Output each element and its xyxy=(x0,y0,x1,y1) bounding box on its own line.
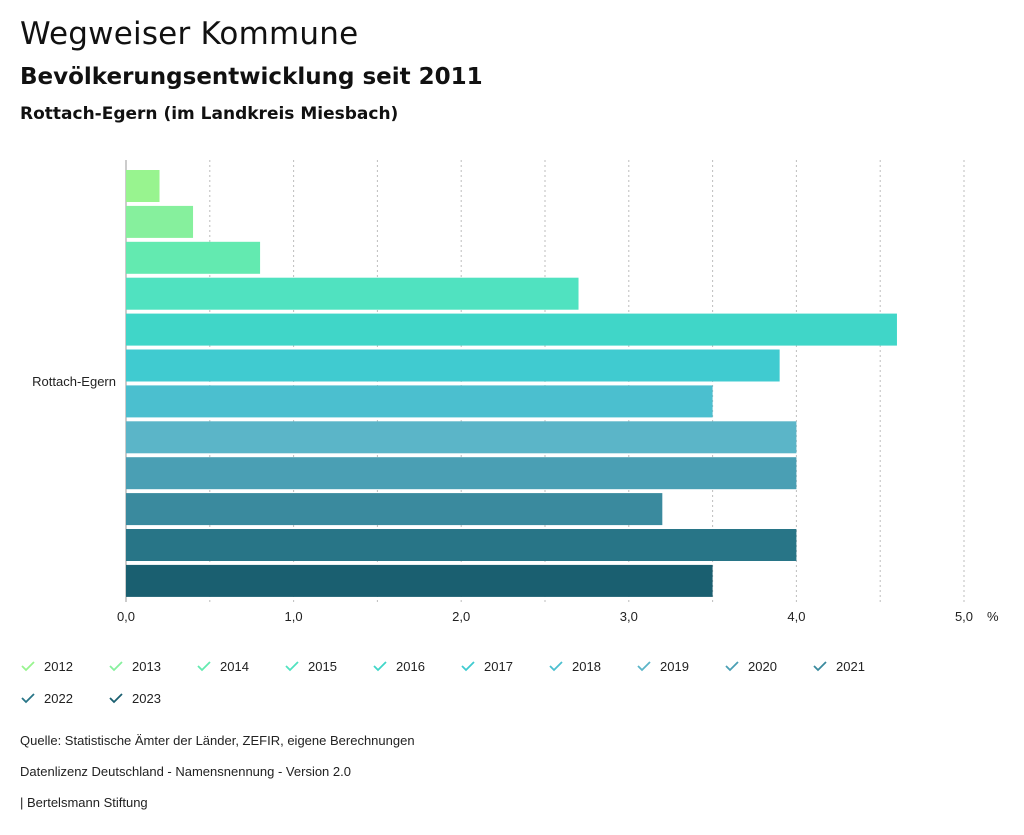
bar-2019[interactable] xyxy=(126,421,797,454)
bar-2016[interactable] xyxy=(126,313,897,346)
check-icon xyxy=(373,661,387,672)
x-tick-label: 5,0 xyxy=(955,609,973,624)
legend-label: 2022 xyxy=(44,690,73,706)
source-note: Quelle: Statistische Ämter der Länder, Z… xyxy=(20,733,415,748)
legend-label: 2015 xyxy=(308,658,337,674)
bar-2018[interactable] xyxy=(126,385,713,418)
check-icon xyxy=(637,661,651,672)
legend-item-2016[interactable]: 2016 xyxy=(372,658,425,674)
legend-item-2014[interactable]: 2014 xyxy=(196,658,249,674)
chart-subtitle: Bevölkerungsentwicklung seit 2011 xyxy=(20,64,483,90)
x-tick-label: 1,0 xyxy=(285,609,303,624)
legend-label: 2018 xyxy=(572,658,601,674)
legend-label: 2023 xyxy=(132,690,161,706)
legend-item-2022[interactable]: 2022 xyxy=(20,690,73,706)
legend-item-2021[interactable]: 2021 xyxy=(812,658,865,674)
x-tick-label: 4,0 xyxy=(787,609,805,624)
x-tick-label: 3,0 xyxy=(620,609,638,624)
x-tick-label: 2,0 xyxy=(452,609,470,624)
check-icon xyxy=(725,661,739,672)
legend-item-2018[interactable]: 2018 xyxy=(548,658,601,674)
bar-2021[interactable] xyxy=(126,493,663,526)
bar-2014[interactable] xyxy=(126,241,261,274)
publisher-note: | Bertelsmann Stiftung xyxy=(20,795,148,810)
check-icon xyxy=(285,661,299,672)
legend-item-2019[interactable]: 2019 xyxy=(636,658,689,674)
legend-item-2015[interactable]: 2015 xyxy=(284,658,337,674)
category-labels: Rottach-Egern xyxy=(32,374,116,389)
legend-item-2023[interactable]: 2023 xyxy=(108,690,161,706)
legend-item-2020[interactable]: 2020 xyxy=(724,658,777,674)
check-icon xyxy=(21,693,35,704)
bar-2022[interactable] xyxy=(126,529,797,561)
bar-2023[interactable] xyxy=(126,564,713,597)
legend-item-2013[interactable]: 2013 xyxy=(108,658,161,674)
bar-2013[interactable] xyxy=(126,205,194,238)
check-icon xyxy=(109,693,123,704)
page-title: Wegweiser Kommune xyxy=(20,16,359,52)
bar-2012[interactable] xyxy=(126,170,160,202)
category-label: Rottach-Egern xyxy=(32,374,116,389)
check-icon xyxy=(21,661,35,672)
bar-2017[interactable] xyxy=(126,349,780,382)
x-unit-label: % xyxy=(987,609,999,624)
bars-group xyxy=(126,170,897,597)
check-icon xyxy=(109,661,123,672)
license-note: Datenlizenz Deutschland - Namensnennung … xyxy=(20,764,351,779)
check-icon xyxy=(813,661,827,672)
bar-2020[interactable] xyxy=(126,457,797,490)
legend-label: 2012 xyxy=(44,658,73,674)
bar-chart: 0,0 1,0 2,0 3,0 4,0 5,0% Rottach-Egern xyxy=(32,160,999,624)
region-label: Rottach-Egern (im Landkreis Miesbach) xyxy=(20,104,399,124)
legend-item-2012[interactable]: 2012 xyxy=(20,658,73,674)
x-axis-ticks: 0,0 1,0 2,0 3,0 4,0 5,0% xyxy=(117,609,999,624)
bar-2015[interactable] xyxy=(126,277,579,310)
legend-label: 2020 xyxy=(748,658,777,674)
legend-label: 2013 xyxy=(132,658,161,674)
legend-label: 2019 xyxy=(660,658,689,674)
x-tick-label: 0,0 xyxy=(117,609,135,624)
check-icon xyxy=(549,661,563,672)
legend-item-2017[interactable]: 2017 xyxy=(460,658,513,674)
legend-label: 2016 xyxy=(396,658,425,674)
legend-label: 2021 xyxy=(836,658,865,674)
check-icon xyxy=(461,661,475,672)
legend-label: 2014 xyxy=(220,658,249,674)
legend-label: 2017 xyxy=(484,658,513,674)
check-icon xyxy=(197,661,211,672)
